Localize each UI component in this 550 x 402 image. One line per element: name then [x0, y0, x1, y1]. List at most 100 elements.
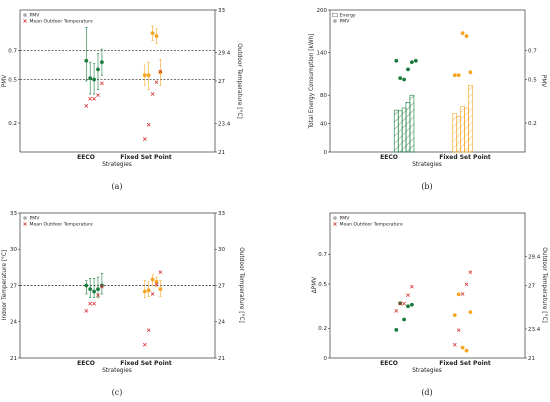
y-tick-right-label: 0.5: [528, 77, 537, 83]
legend-label: PMV: [30, 216, 41, 222]
outdoor-temperature-marker: [146, 122, 151, 127]
y-tick-right-label: 27: [218, 283, 225, 289]
data-point: [406, 67, 410, 72]
legend-item: Energy: [332, 13, 356, 19]
y-axis-label-left: Indoor Temperature [°C]: [2, 250, 8, 320]
outdoor-temperature-marker: [88, 301, 93, 306]
data-point: [88, 287, 93, 292]
y-axis-label-left: PMV: [2, 75, 8, 87]
y-tick-right-label: 33: [218, 8, 225, 14]
legend-label: Mean Outdoor Temperature: [340, 222, 403, 228]
y-tick-right-label: 27: [218, 79, 225, 85]
y-tick-right-label: 27: [528, 283, 535, 289]
data-point: [146, 288, 151, 293]
category-label-fixed: Fixed Set Point: [120, 154, 172, 161]
plot-frame: [329, 9, 526, 153]
legend-item: PMV: [23, 13, 40, 19]
panel-caption: (c): [112, 388, 123, 397]
bar: [460, 106, 465, 153]
legend-label: Mean Outdoor Temperature: [30, 19, 93, 25]
y-tick-left-label: 200: [317, 8, 328, 14]
data-point: [464, 348, 469, 353]
y-axis-label-left: Total Energy Consumption [kWh]: [309, 33, 315, 129]
y-axis-label-left: ΔPMV: [312, 277, 318, 293]
outdoor-temperature-marker: [150, 292, 155, 296]
data-point: [413, 58, 418, 63]
y-tick-left-label: 0: [324, 150, 328, 156]
data-point: [146, 73, 151, 78]
data-point: [158, 287, 163, 292]
panel-caption: (a): [111, 182, 122, 191]
y-tick-right-label: 29.4: [218, 50, 231, 56]
legend-item: Mean Outdoor Temperature: [333, 222, 403, 228]
y-tick-left-label: 0.7: [318, 252, 327, 258]
outdoor-temperature-marker: [456, 328, 461, 333]
outdoor-temperature-marker: [402, 301, 406, 306]
outdoor-temperature-marker: [146, 328, 151, 333]
y-tick-right-label: 21: [218, 356, 225, 362]
y-tick-right-label: 0.7: [528, 48, 537, 54]
y-tick-left-label: 24: [10, 320, 17, 326]
outdoor-temperature-marker: [406, 293, 410, 298]
data-point: [394, 58, 399, 63]
outdoor-temperature-marker: [460, 292, 465, 296]
y-tick-left-label: 30: [10, 247, 17, 253]
outdoor-temperature-marker: [142, 137, 147, 141]
bar: [452, 113, 458, 153]
bar: [397, 110, 403, 153]
outdoor-temperature-marker: [96, 93, 100, 98]
legend-marker: [333, 19, 337, 23]
data-point: [142, 289, 147, 294]
outdoor-temperature-marker: [158, 69, 163, 74]
y-tick-right-label: 33: [218, 211, 225, 217]
outdoor-temperature-marker: [100, 81, 104, 86]
y-tick-right-label: 21: [218, 150, 225, 156]
data-point: [150, 31, 155, 36]
outdoor-temperature-marker: [154, 282, 159, 287]
bar: [393, 109, 399, 153]
outdoor-temperature-marker: [468, 270, 473, 275]
data-point: [456, 292, 461, 297]
data-point: [460, 31, 465, 36]
y-tick-right-label: 23.4: [218, 121, 231, 127]
outdoor-temperature-marker: [142, 342, 147, 347]
outdoor-temperature-marker: [92, 96, 96, 101]
data-point: [468, 70, 473, 75]
legend-label: Energy: [340, 13, 356, 19]
data-point: [464, 34, 469, 38]
outdoor-temperature-marker: [464, 282, 469, 287]
y-tick-left-label: 0: [324, 356, 328, 362]
data-point: [92, 289, 96, 294]
legend-marker: [23, 13, 27, 17]
y-axis-label-right: PMV: [540, 75, 546, 87]
legend-marker: [23, 222, 27, 226]
data-point: [154, 279, 159, 284]
legend-item: PMV: [333, 19, 350, 25]
data-point: [84, 58, 89, 63]
data-point: [96, 67, 100, 72]
y-tick-left-label: 80: [320, 93, 327, 99]
legend-item: Mean Outdoor Temperature: [23, 19, 93, 25]
category-label-eeco: EECO: [77, 154, 95, 161]
data-point: [96, 287, 100, 292]
legend-item: PMV: [333, 216, 350, 222]
data-point: [100, 60, 104, 65]
legend-label: PMV: [30, 13, 41, 19]
plot-frame: [19, 9, 216, 153]
y-tick-left-label: 40: [320, 121, 327, 127]
y-axis-label-right: Outdoor Temperature [°C]: [541, 247, 547, 323]
data-point: [452, 73, 457, 78]
data-point: [406, 304, 410, 309]
data-point: [88, 76, 93, 81]
data-point: [456, 73, 461, 78]
legend-marker: [23, 216, 27, 220]
outdoor-temperature-marker: [84, 309, 89, 313]
legend-marker: [333, 216, 337, 220]
